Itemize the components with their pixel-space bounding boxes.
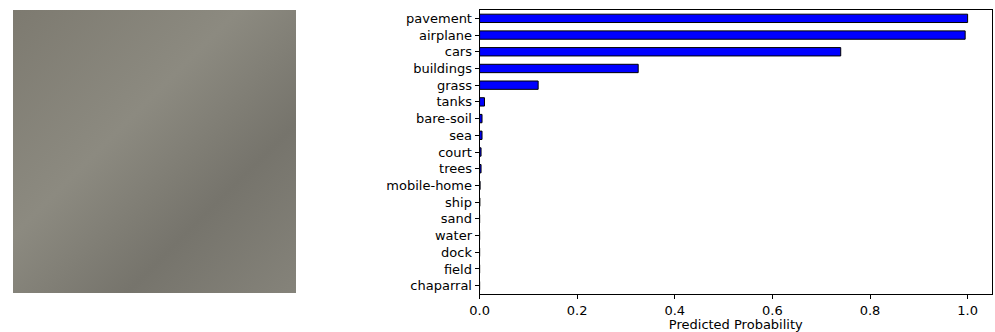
svg-text:tanks: tanks [436, 94, 472, 109]
svg-text:chaparral: chaparral [410, 278, 472, 293]
svg-text:sea: sea [449, 128, 472, 143]
svg-text:bare-soil: bare-soil [416, 111, 472, 126]
svg-text:trees: trees [439, 161, 472, 176]
svg-text:0.8: 0.8 [860, 303, 881, 318]
svg-text:buildings: buildings [413, 61, 472, 76]
svg-text:sand: sand [441, 211, 472, 226]
svg-text:1.0: 1.0 [957, 303, 978, 318]
svg-text:dock: dock [441, 245, 472, 260]
svg-text:Predicted Probability: Predicted Probability [669, 317, 803, 332]
svg-text:field: field [444, 261, 472, 276]
svg-text:grass: grass [437, 78, 472, 93]
svg-text:0.2: 0.2 [567, 303, 588, 318]
svg-text:mobile-home: mobile-home [386, 178, 472, 193]
svg-text:0.4: 0.4 [664, 303, 685, 318]
svg-text:ship: ship [445, 195, 472, 210]
svg-text:airplane: airplane [419, 28, 472, 43]
svg-text:water: water [435, 228, 473, 243]
svg-text:cars: cars [445, 44, 472, 59]
svg-text:pavement: pavement [406, 11, 472, 26]
svg-text:court: court [438, 145, 472, 160]
svg-text:0.0: 0.0 [469, 303, 490, 318]
svg-text:0.6: 0.6 [762, 303, 783, 318]
